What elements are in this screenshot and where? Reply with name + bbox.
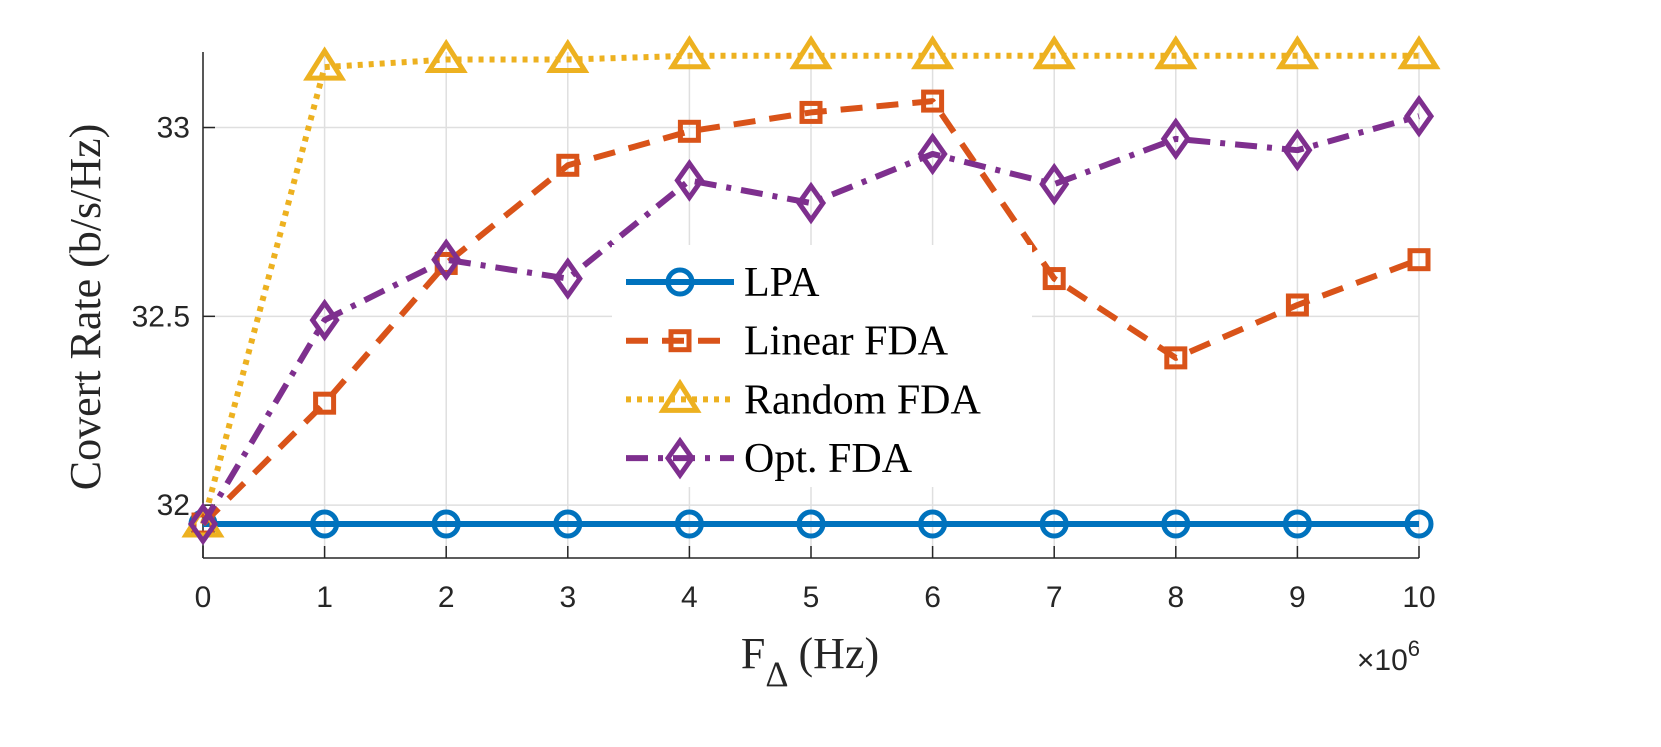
data-point-linear-fda: [313, 391, 337, 415]
data-point-opt-fda: [1039, 162, 1070, 206]
data-point-opt-fda: [795, 181, 827, 225]
x-tick-label: 5: [803, 581, 820, 614]
data-point-lpa: [674, 509, 704, 539]
legend-item-opt-fda: Opt. FDA: [626, 436, 913, 482]
data-point-lpa: [431, 509, 461, 539]
data-point-lpa: [918, 509, 948, 539]
data-point-linear-fda: [921, 89, 945, 113]
legend-marker-linear-fda: [668, 329, 692, 353]
legend-item-random-fda: Random FDA: [626, 377, 982, 423]
data-point-linear-fda: [556, 153, 580, 177]
legend-label-linear-fda: Linear FDA: [744, 319, 949, 365]
data-point-opt-fda: [187, 502, 219, 546]
data-point-random-fda: [667, 35, 711, 70]
data-point-random-fda: [789, 35, 833, 70]
axes: [202, 52, 1420, 559]
data-point-random-fda: [1275, 35, 1319, 70]
data-point-random-fda: [1154, 35, 1198, 70]
data-point-linear-fda: [1285, 293, 1309, 317]
legend-item-linear-fda: Linear FDA: [626, 319, 949, 365]
data-point-opt-fda: [431, 238, 462, 282]
data-point-opt-fda: [917, 132, 948, 176]
data-point-random-fda: [1397, 35, 1441, 70]
data-point-linear-fda: [677, 119, 701, 143]
data-series: [181, 35, 1441, 546]
data-point-linear-fda: [1164, 346, 1188, 370]
data-point-random-fda: [424, 38, 468, 74]
series-lpa: [188, 509, 1434, 539]
data-point-random-fda: [1032, 35, 1076, 70]
legend-label-random-fda: Random FDA: [744, 377, 982, 423]
legend-marker-lpa: [665, 267, 695, 297]
y-tick-labels: 32 32.5 33: [132, 112, 190, 523]
x-tick-label: 10: [1402, 581, 1435, 614]
series-line-random-fda: [200, 52, 1419, 525]
x-tick-label: 4: [681, 581, 698, 614]
legend-item-lpa: LPA: [626, 260, 820, 306]
data-point-opt-fda: [1403, 94, 1435, 138]
data-point-lpa: [553, 509, 583, 539]
x-tick-label: 0: [195, 581, 212, 614]
data-point-lpa: [796, 509, 826, 539]
legend-marker-random-fda: [658, 378, 702, 413]
data-point-lpa: [310, 509, 340, 539]
data-point-opt-fda: [309, 298, 340, 342]
data-point-random-fda: [546, 38, 590, 74]
legend: LPA Linear FDA Random FDA Opt. FDA: [612, 245, 1032, 487]
data-point-lpa: [1039, 509, 1069, 539]
series-opt-fda: [187, 94, 1435, 546]
legend-label-opt-fda: Opt. FDA: [744, 436, 913, 482]
data-point-random-fda: [303, 46, 347, 81]
x-tick-label: 6: [924, 581, 941, 614]
data-point-opt-fda: [1282, 128, 1313, 172]
data-point-lpa: [1404, 509, 1434, 539]
x-tick-label: 2: [438, 581, 455, 614]
x-axis-title-unit: (Hz): [799, 629, 880, 678]
series-random-fda: [181, 35, 1441, 538]
legend-marker-opt-fda: [664, 436, 696, 480]
x-exponent-label: ×106: [1357, 636, 1420, 677]
data-point-linear-fda: [1042, 267, 1066, 291]
y-tick-label: 33: [157, 112, 190, 145]
data-point-opt-fda: [674, 159, 705, 202]
data-point-lpa: [1282, 509, 1312, 539]
data-point-lpa: [1161, 509, 1191, 539]
x-tick-label: 7: [1046, 581, 1063, 614]
series-linear-fda: [191, 89, 1431, 536]
series-line-linear-fda: [200, 98, 1421, 527]
data-point-linear-fda: [799, 100, 823, 124]
legend-label-lpa: LPA: [744, 260, 820, 306]
x-tick-label: 3: [559, 581, 576, 614]
data-point-opt-fda: [552, 257, 583, 300]
y-axis-title: Covert Rate (b/s/Hz): [61, 124, 110, 491]
x-axis-title: FΔ (Hz): [741, 629, 879, 694]
x-exponent-base: ×10: [1357, 644, 1408, 677]
x-tick-label: 1: [316, 581, 333, 614]
x-exponent-power: 6: [1408, 636, 1420, 661]
data-point-random-fda: [911, 35, 955, 70]
data-point-opt-fda: [1160, 117, 1191, 161]
y-tick-label: 32.5: [132, 300, 190, 333]
y-tick-label: 32: [157, 489, 190, 522]
x-axis-title-main: F: [741, 629, 765, 678]
x-axis-title-sub: Δ: [765, 654, 788, 694]
x-tick-label: 9: [1289, 581, 1306, 614]
x-tick-labels: 0 1 2 3 4 5 6 7 8 9 10: [195, 581, 1436, 614]
x-tick-label: 8: [1167, 581, 1184, 614]
data-point-linear-fda: [1407, 248, 1431, 272]
